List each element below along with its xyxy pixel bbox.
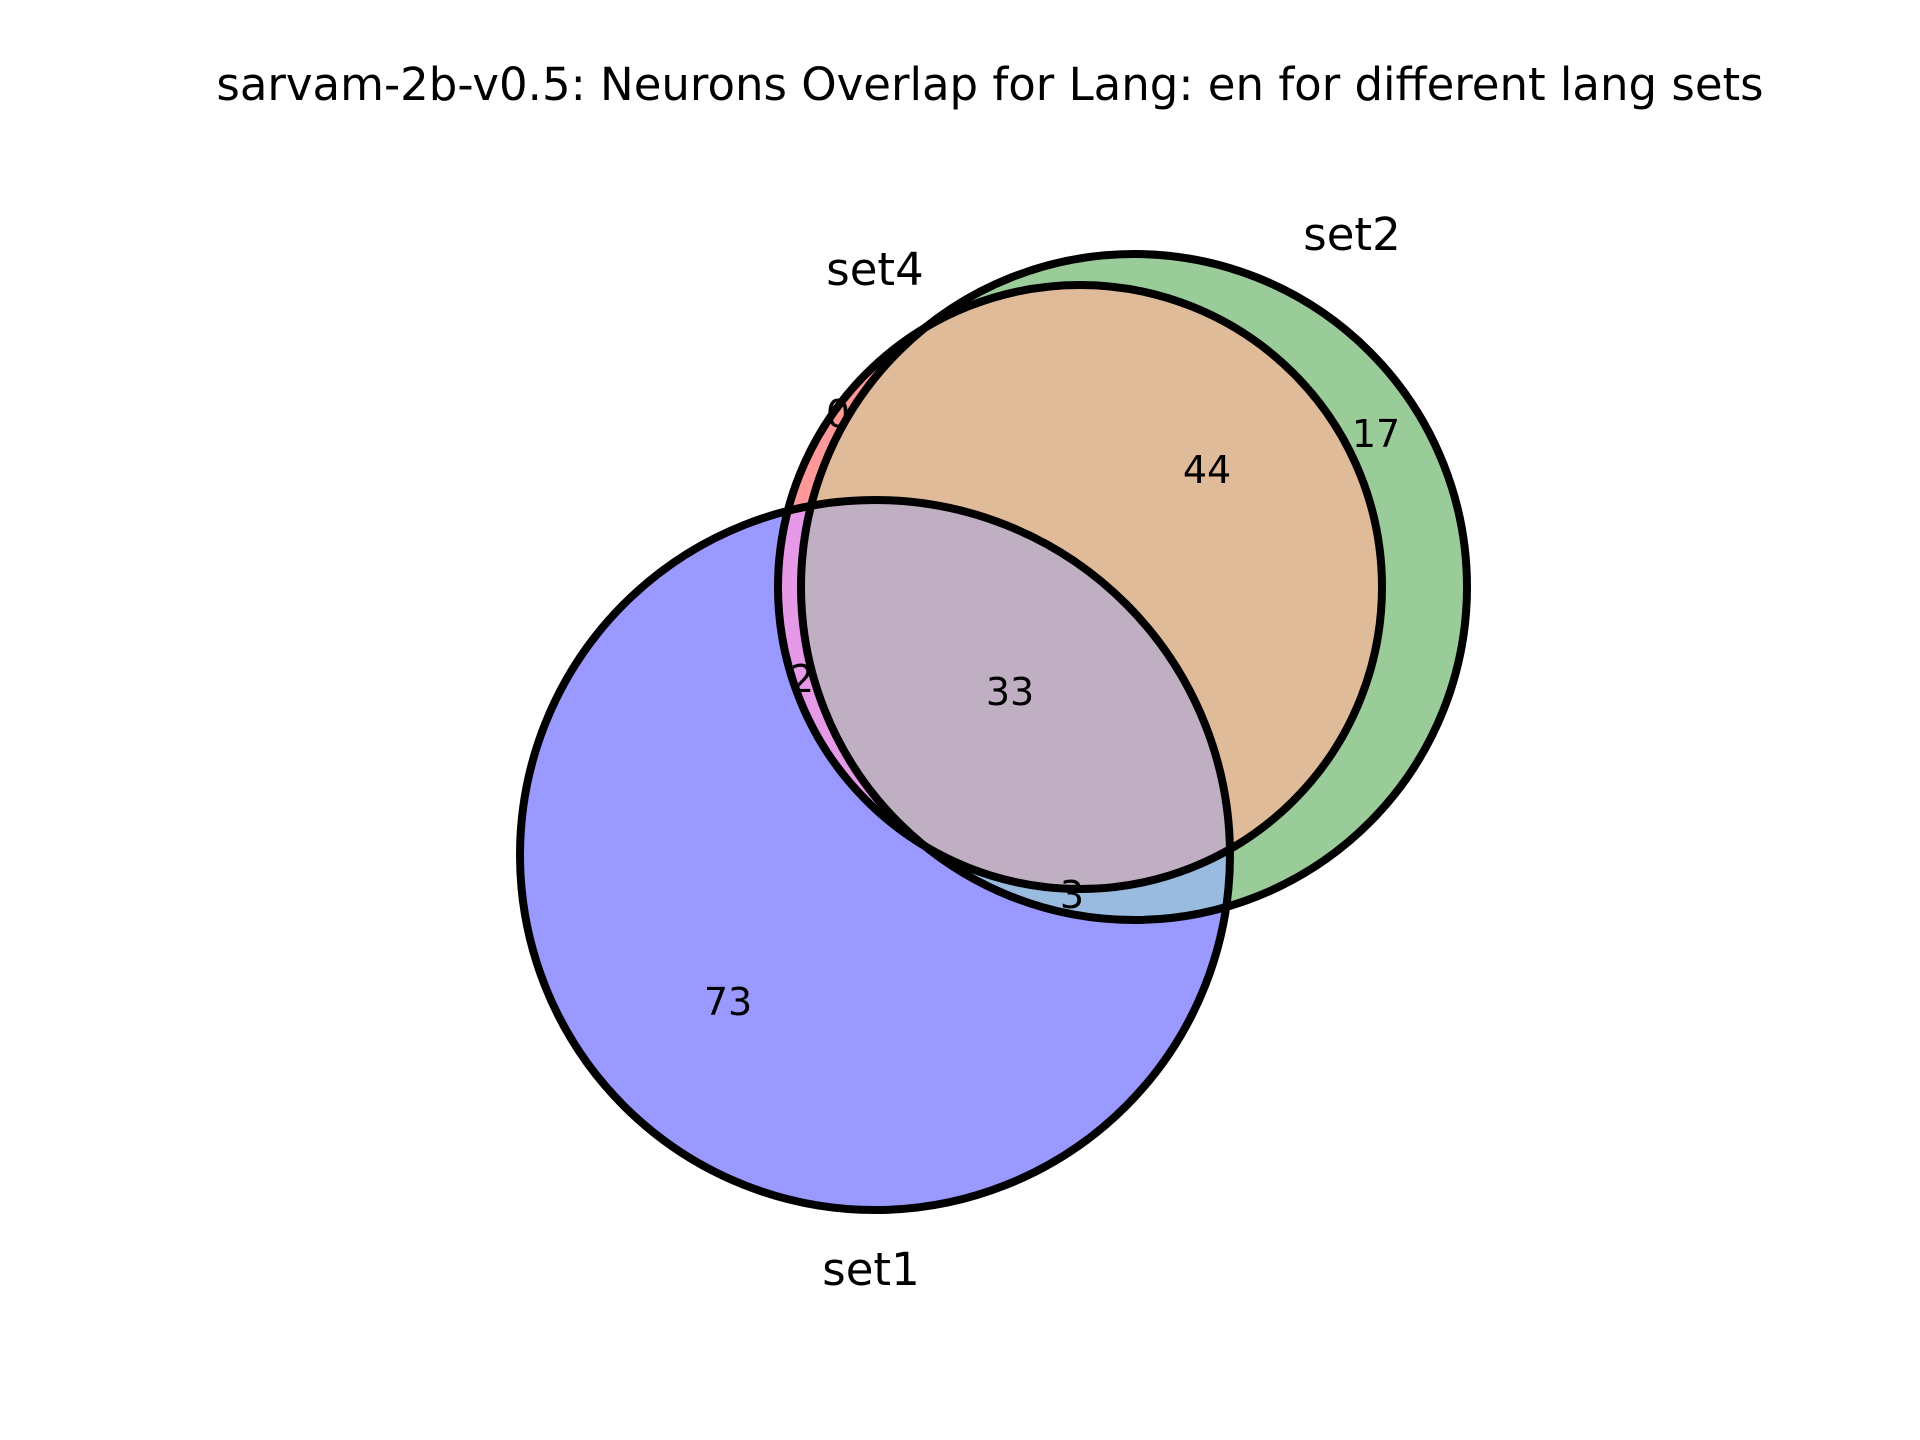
set1-circle-outline — [516, 496, 1234, 1214]
region-set2-only-count: 17 — [1352, 412, 1400, 456]
region-set1-set2-set4 — [801, 500, 1230, 889]
set2-label: set2 — [1303, 208, 1400, 261]
set1-label: set1 — [822, 1243, 919, 1296]
set4-label: set4 — [826, 243, 923, 296]
region-set2-set4-count: 44 — [1183, 448, 1231, 492]
set2-circle-outline — [797, 250, 1471, 924]
region-set1-set2-set4-count: 33 — [986, 670, 1034, 714]
region-set1-set4-count: 2 — [790, 657, 814, 701]
region-set1-only-count: 73 — [704, 980, 752, 1024]
region-set4-only-count: 0 — [826, 392, 850, 436]
set4-circle-outline — [774, 281, 1386, 893]
chart-title: sarvam-2b-v0.5: Neurons Overlap for Lang… — [216, 58, 1763, 111]
region-set1-set2-set4-fill — [801, 500, 1230, 889]
region-set1-set2-count: 3 — [1060, 873, 1084, 917]
